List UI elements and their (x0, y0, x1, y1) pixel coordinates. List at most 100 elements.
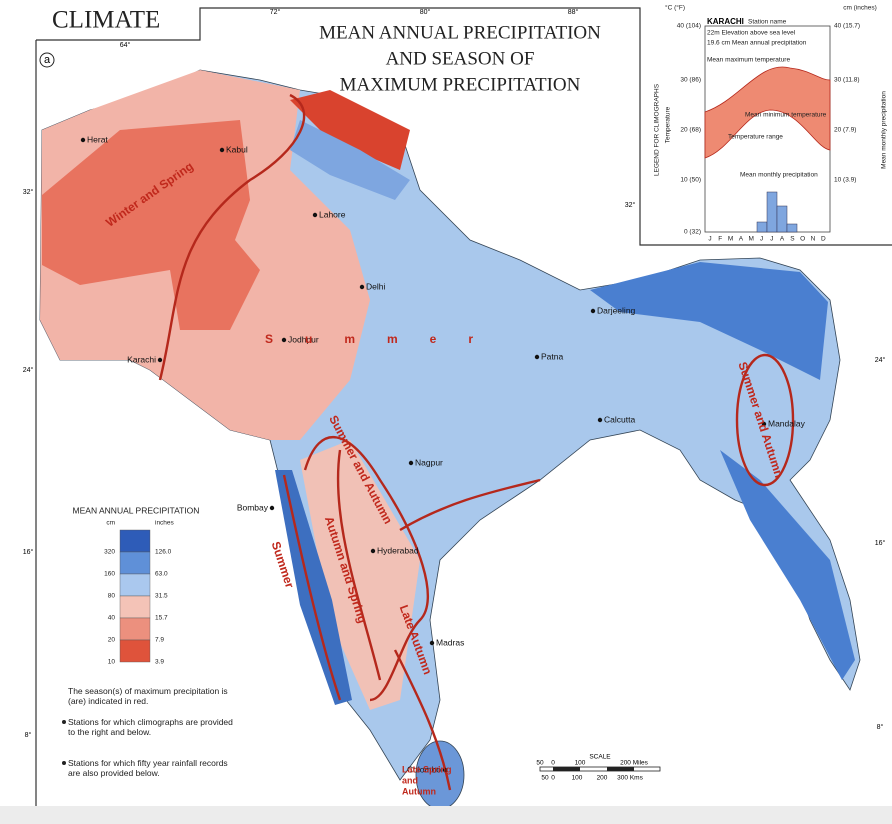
city-marker (408, 460, 414, 466)
wet-zone (275, 470, 352, 705)
wet-zone (290, 120, 410, 200)
legend-swatch (119, 551, 151, 575)
unit: cm (inches) (843, 5, 877, 12)
month: D (821, 236, 826, 243)
tick-label: 0 (32) (684, 229, 701, 236)
city-label: Hyderabad (377, 545, 419, 555)
note: Stations for which climographs are provi… (68, 717, 233, 737)
annotation: Temperature range (728, 134, 783, 141)
city-label: Jodhpur (288, 334, 319, 344)
legend-label: 7.9 (155, 637, 164, 644)
legend-label: 80 (108, 593, 116, 600)
panel-label: a (44, 54, 51, 66)
bar (756, 221, 768, 233)
note-marker (62, 761, 66, 765)
legend-swatch (119, 617, 151, 641)
month: J (708, 236, 711, 243)
bar (776, 205, 788, 233)
legend-unit: cm (106, 520, 115, 527)
city-marker (590, 308, 596, 314)
legend-swatch (119, 639, 151, 663)
city-marker (534, 354, 540, 360)
boundary (336, 449, 382, 681)
scale-label: 50 (536, 760, 544, 767)
city-label: Calcutta (604, 414, 635, 424)
city-marker (597, 417, 603, 423)
temperature-band (704, 66, 831, 159)
month: S (790, 236, 795, 243)
coordinate: 64° (120, 41, 131, 49)
legend-swatch (119, 529, 151, 553)
month: J (770, 236, 773, 243)
coordinate: 32° (23, 188, 34, 196)
map-frame (36, 7, 892, 246)
city-label: Herat (87, 134, 108, 144)
scale-label: 50 (541, 775, 549, 782)
scale-title: SCALE (589, 754, 611, 761)
annotation: Mean maximum temperature (707, 57, 790, 64)
arid-zone (290, 90, 410, 170)
season-boundaries (158, 93, 795, 791)
legend-label: 160 (104, 571, 115, 578)
bar (766, 191, 778, 233)
city-marker (80, 137, 86, 143)
month: A (739, 236, 744, 243)
arid-zone (42, 120, 260, 330)
legend-unit: inches (155, 520, 175, 527)
legend-label: 63.0 (155, 571, 168, 578)
wet-zone (720, 450, 855, 680)
annotation: Mean minimum temperature (745, 112, 827, 119)
scale-segment (539, 766, 661, 772)
unit: °C (°F) (665, 4, 685, 12)
scale-bar (539, 766, 661, 772)
season-label: Autumn (402, 786, 436, 796)
tick-label: 10 (50) (680, 177, 701, 184)
boundary (399, 478, 541, 532)
city-label: Kabul (226, 144, 248, 154)
footer-bar (0, 806, 892, 824)
boundary (303, 436, 429, 702)
coordinate: 16° (23, 548, 34, 556)
climograph-panel (641, 0, 892, 244)
city-label: Madras (436, 637, 464, 647)
axis-title: Temperature (665, 106, 672, 143)
tick-label: 40 (15.7) (834, 23, 860, 30)
tick-label: 30 (11.8) (834, 77, 860, 84)
city-marker (269, 505, 275, 511)
legend-label: 40 (108, 615, 116, 622)
scale-label: 300 Kms (617, 775, 643, 782)
annotation: Mean monthly precipitation (740, 172, 818, 179)
city-marker (761, 421, 767, 427)
coordinate: 8° (25, 731, 32, 739)
label: 19.6 cm Mean annual precipitation (707, 40, 807, 47)
precipitation-bars (756, 191, 798, 233)
map-title: AND SEASON OF (386, 48, 535, 69)
month: N (811, 236, 816, 243)
panel-circle (39, 52, 55, 68)
label: 22m Elevation above sea level (707, 30, 796, 37)
legend-label: 126.0 (155, 549, 172, 556)
coordinate: 8° (877, 723, 884, 731)
tick-label: 40 (104) (677, 23, 701, 30)
station: KARACHI (707, 17, 744, 26)
boundary (158, 93, 306, 381)
scale-label: 200 Miles (620, 760, 649, 767)
city-marker (359, 284, 365, 290)
legend-label: 31.5 (155, 593, 168, 600)
bar (786, 223, 798, 233)
scale-label: 100 (572, 775, 583, 782)
coordinate: 80° (420, 8, 431, 16)
scale-segment (553, 767, 580, 771)
city-label: Bombay (237, 502, 269, 512)
city-marker (219, 147, 225, 153)
city-label: Darjeeling (597, 305, 636, 315)
boundary (393, 649, 452, 791)
tick-label: 10 (3.9) (834, 177, 856, 184)
city-marker (429, 640, 435, 646)
tick-label: 20 (7.9) (834, 127, 856, 134)
season-label: and (402, 775, 418, 785)
city-label: Patna (541, 351, 563, 361)
title: CLIMATE (52, 7, 160, 34)
